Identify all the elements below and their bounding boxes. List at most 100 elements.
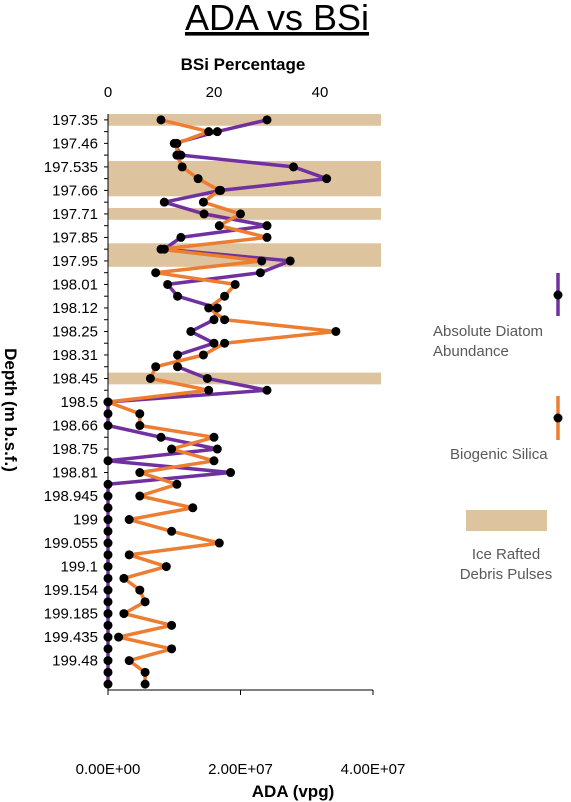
series-1-point-18 — [331, 326, 341, 336]
series-1-point-5 — [193, 174, 203, 184]
series-1-point-27 — [209, 432, 219, 442]
series-1-point-26 — [135, 421, 145, 431]
chart-title: ADA vs BSi — [185, 0, 369, 38]
series-1-point-21 — [151, 362, 161, 372]
series-1-point-40 — [135, 585, 145, 595]
series-0-point-23 — [262, 385, 272, 395]
legend-bsi-label: Biogenic Silica — [450, 446, 548, 463]
y-tick-label-11: 198.45 — [52, 370, 98, 387]
series-0-point-40 — [103, 585, 113, 595]
top-axis-title: BSi Percentage — [181, 55, 306, 74]
series-0-point-43 — [103, 620, 113, 630]
series-0-point-16 — [212, 303, 222, 313]
series-1-point-8 — [236, 209, 245, 219]
series-0-point-27 — [156, 432, 166, 442]
series-0-point-36 — [103, 538, 113, 548]
series-0-point-18 — [186, 326, 196, 336]
bottom-tick-labels: 0.00E+00 2.00E+07 4.00E+07 — [76, 761, 406, 778]
y-tick-label-4: 197.71 — [52, 206, 98, 223]
bottom-tick-label-0: 0.00E+00 — [76, 761, 141, 778]
series-1-point-45 — [167, 644, 177, 654]
series-1-point-28 — [167, 444, 177, 454]
top-tick-labels: 0 20 40 — [104, 84, 329, 101]
series-1-point-11 — [156, 244, 166, 254]
y-tick-label-23: 199.48 — [52, 653, 98, 670]
ird-bands — [108, 114, 381, 385]
y-tick-label-15: 198.81 — [52, 465, 98, 482]
top-tick-label-0: 0 — [104, 84, 112, 101]
series-1-point-43 — [167, 620, 177, 630]
series-0-point-4 — [289, 162, 298, 172]
series-0-point-9 — [262, 221, 272, 231]
series-1-point-2 — [172, 138, 182, 148]
y-axis-title: Depth (m b.s.f.) — [1, 348, 20, 472]
series-1-point-38 — [161, 562, 171, 572]
y-tick-label-17: 199 — [73, 512, 98, 529]
y-tick-label-7: 198.01 — [52, 276, 98, 293]
series-1-point-47 — [140, 667, 150, 677]
series-1-point-41 — [140, 597, 150, 607]
series-0-point-7 — [159, 197, 169, 207]
series-1-point-3 — [172, 150, 182, 160]
series-0-point-32 — [103, 491, 113, 501]
series-1-point-1 — [204, 127, 214, 137]
series-0-point-45 — [103, 644, 113, 654]
y-tick-label-5: 197.85 — [52, 229, 98, 246]
y-tick-label-21: 199.185 — [44, 606, 98, 623]
legend-ada-label: Absolute Diatom Abundance — [433, 323, 543, 360]
ird-band-0 — [108, 114, 381, 126]
y-tick-label-19: 199.1 — [60, 559, 98, 576]
series-0-point-38 — [103, 562, 113, 572]
y-tick-labels: 197.35 197.46 197.535 197.66 197.71 197.85 197… — [44, 112, 98, 670]
series-1-point-6 — [214, 185, 224, 195]
series-0-point-10 — [176, 232, 186, 242]
series-1-point-46 — [124, 656, 134, 666]
series-0-point-29 — [103, 456, 113, 466]
series-0-point-14 — [163, 279, 173, 289]
series-0-point-37 — [103, 550, 113, 560]
series-0-point-13 — [255, 268, 265, 278]
y-tick-label-20: 199.154 — [44, 582, 98, 599]
series-0-point-25 — [103, 409, 113, 419]
series-0-point-19 — [209, 338, 219, 348]
series-0-point-39 — [103, 573, 113, 583]
legend: Absolute Diatom Abundance Biogenic Silica I… — [433, 273, 563, 583]
series-1-point-17 — [220, 315, 230, 325]
series-1-point-30 — [135, 468, 145, 478]
series-1-point-44 — [114, 632, 124, 642]
legend-ada-dot — [553, 290, 563, 300]
series-0-point-22 — [202, 373, 212, 383]
bottom-axis-title: ADA (vpg) — [252, 782, 334, 801]
series-1-point-4 — [177, 162, 187, 172]
series-1-point-39 — [119, 573, 129, 583]
series-1-point-23 — [204, 385, 214, 395]
y-tick-label-18: 199.055 — [44, 535, 98, 552]
series-0-point-44 — [103, 632, 113, 642]
series-0-point-46 — [103, 656, 113, 666]
y-tick-label-9: 198.25 — [52, 323, 98, 340]
series-1-point-0 — [156, 115, 166, 125]
series-1-point-13 — [151, 268, 161, 278]
series-1-point-31 — [172, 479, 182, 489]
series-0-point-30 — [226, 468, 236, 478]
axes — [104, 114, 374, 695]
ird-band-1 — [108, 161, 381, 197]
series-1-point-36 — [214, 538, 224, 548]
ird-band-4 — [108, 372, 381, 385]
series-1-point-20 — [198, 350, 208, 360]
series-1-point-42 — [119, 609, 129, 619]
y-tick-label-12: 198.5 — [60, 394, 98, 411]
series-0-point-17 — [209, 315, 219, 325]
series-1-point-16 — [204, 303, 214, 313]
y-tick-label-16: 198.945 — [44, 488, 98, 505]
series-1-point-24 — [103, 397, 113, 407]
y-tick-label-6: 197.95 — [52, 253, 98, 270]
y-tick-label-22: 199.435 — [44, 629, 98, 646]
series-0-point-8 — [199, 209, 209, 219]
y-tick-label-3: 197.66 — [52, 182, 98, 199]
y-tick-label-0: 197.35 — [52, 112, 98, 129]
series-1-point-15 — [220, 291, 230, 301]
series-0-point-5 — [322, 174, 332, 184]
legend-bsi-dot — [553, 413, 563, 423]
